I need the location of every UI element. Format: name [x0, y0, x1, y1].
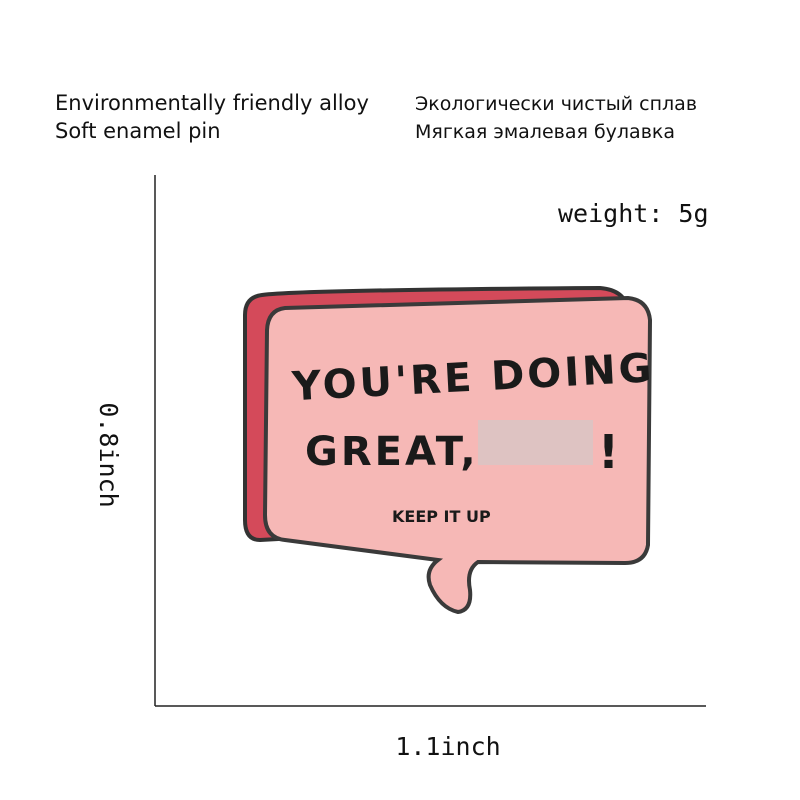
pin-line: GREAT, — [305, 429, 479, 475]
pin-front — [262, 295, 653, 615]
feature-en: Environmentally friendly alloy — [55, 91, 369, 115]
pin-tagline: KEEP IT UP — [392, 507, 491, 526]
height-label: 0.8inch — [94, 402, 123, 507]
pin: YOU'RE DOING GREAT, ! KEEP IT UP — [243, 285, 656, 615]
blurred-name — [478, 420, 593, 465]
feature-en: Soft enamel pin — [55, 119, 221, 143]
feature-ru: Мягкая эмалевая булавка — [415, 121, 675, 143]
feature-ru: Экологически чистый сплав — [415, 93, 697, 115]
pin-exclamation: ! — [598, 425, 619, 479]
weight: weight: 5g — [558, 199, 709, 228]
width-label: 1.1inch — [395, 732, 500, 761]
